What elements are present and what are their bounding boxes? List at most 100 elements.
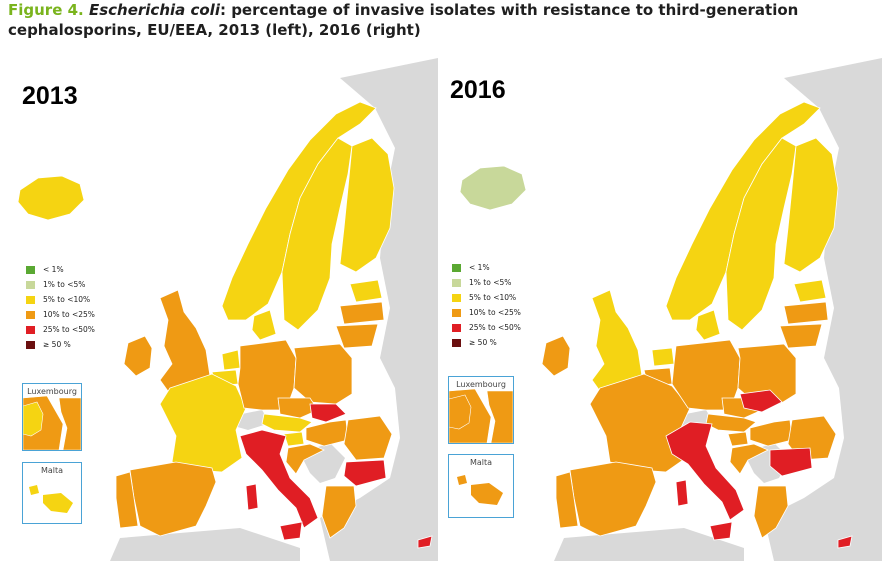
country-netherlands <box>651 347 675 367</box>
title-line1-rest: : percentage of invasive isolates with r… <box>219 1 799 19</box>
legend-row: 1% to <5% <box>26 279 95 290</box>
country-austria <box>261 413 313 433</box>
country-bulgaria <box>769 447 813 477</box>
luxembourg-shape <box>449 388 513 443</box>
legend-row: 10% to <25% <box>26 309 95 320</box>
inset-label-malta: Malta <box>40 466 64 475</box>
country-latvia <box>339 301 385 325</box>
inset-malta-2016: Malta <box>448 454 514 518</box>
country-lithuania <box>779 323 823 349</box>
europe-map-2016 <box>459 58 882 561</box>
legend-row: 5% to <10% <box>452 292 521 303</box>
legend-row: ≥ 50 % <box>26 339 95 350</box>
country-italy-sicily <box>709 521 733 541</box>
legend-swatch <box>26 310 35 319</box>
legend-label: ≥ 50 % <box>469 338 497 347</box>
country-slovakia <box>739 389 783 413</box>
legend-swatch <box>452 293 461 302</box>
year-label-2016: 2016 <box>450 76 506 104</box>
country-spain <box>569 461 657 537</box>
country-finland <box>339 137 395 273</box>
legend-label: 10% to <25% <box>469 308 521 317</box>
country-estonia <box>793 279 827 303</box>
country-estonia <box>349 279 383 303</box>
country-germany <box>237 339 297 411</box>
country-croatia <box>285 443 325 475</box>
inset-luxembourg-2013: Luxembourg <box>22 383 82 451</box>
legend-row: 25% to <50% <box>26 324 95 335</box>
country-croatia <box>729 443 769 475</box>
country-slovenia <box>727 431 749 447</box>
country-czechia <box>277 397 319 419</box>
legend-swatch <box>452 263 461 272</box>
country-ireland <box>123 335 153 377</box>
country-denmark <box>695 309 721 341</box>
map-panel-2013: 2013 < 1% 1% to <5% 5% to <10% 10% to <2… <box>0 58 438 561</box>
non-eu-land-africa <box>554 528 744 561</box>
country-lithuania <box>335 323 379 349</box>
legend-swatch <box>452 323 461 332</box>
non-eu-land <box>320 58 438 561</box>
country-portugal <box>115 471 139 529</box>
title-line2: cephalosporins, EU/EEA, 2013 (left), 201… <box>8 21 421 39</box>
malta-shape <box>457 475 503 505</box>
species-name: Escherichia coli <box>88 1 220 19</box>
country-hungary <box>749 419 793 447</box>
malta-shape <box>29 485 73 513</box>
europe-map-2013 <box>17 58 438 561</box>
country-austria <box>705 413 757 433</box>
country-poland <box>293 343 353 405</box>
country-sweden <box>281 137 353 331</box>
country-france <box>589 373 691 473</box>
legend-row: 1% to <5% <box>452 277 521 288</box>
legend-2013: < 1% 1% to <5% 5% to <10% 10% to <25% 25… <box>26 264 95 354</box>
legend-swatch <box>26 265 35 274</box>
legend-swatch <box>26 280 35 289</box>
figure-title: Figure 4. Escherichia coli: percentage o… <box>8 0 868 40</box>
legend-label: 25% to <50% <box>43 325 95 334</box>
legend-label: 5% to <10% <box>43 295 91 304</box>
figure-label: Figure 4. <box>8 1 84 19</box>
country-italy <box>665 421 745 521</box>
country-hungary <box>305 419 349 447</box>
country-iceland <box>459 165 527 211</box>
country-italy-sicily <box>279 521 303 541</box>
inset-label-luxembourg: Luxembourg <box>456 380 506 389</box>
legend-swatch <box>26 340 35 349</box>
country-italy <box>239 429 319 529</box>
legend-label: < 1% <box>469 263 490 272</box>
country-cyprus <box>837 535 853 549</box>
country-norway <box>665 101 821 321</box>
inset-luxembourg-2016: Luxembourg <box>448 376 514 444</box>
country-ireland <box>541 335 571 377</box>
country-slovakia <box>309 403 347 423</box>
legend-row: < 1% <box>26 264 95 275</box>
inset-label-malta: Malta <box>469 458 493 467</box>
country-latvia <box>783 301 829 325</box>
country-romania <box>343 415 393 461</box>
legend-swatch <box>26 325 35 334</box>
legend-swatch <box>26 295 35 304</box>
luxembourg-shape <box>23 395 81 450</box>
country-italy-sardinia <box>675 479 689 507</box>
legend-label: 1% to <5% <box>469 278 512 287</box>
legend-row: 25% to <50% <box>452 322 521 333</box>
non-eu-land <box>764 58 882 561</box>
legend-swatch <box>452 338 461 347</box>
country-cyprus <box>417 535 433 549</box>
year-label-2013: 2013 <box>22 82 78 110</box>
legend-label: 1% to <5% <box>43 280 86 289</box>
inset-label-luxembourg: Luxembourg <box>27 387 77 396</box>
legend-row: < 1% <box>452 262 521 273</box>
country-slovenia <box>283 431 305 447</box>
inset-malta-2013: Malta <box>22 462 82 524</box>
legend-label: 10% to <25% <box>43 310 95 319</box>
country-norway <box>221 101 377 321</box>
legend-label: 5% to <10% <box>469 293 517 302</box>
country-iceland <box>17 175 85 221</box>
country-portugal <box>555 471 579 529</box>
country-spain <box>129 461 217 537</box>
country-poland <box>737 343 797 405</box>
legend-row: 5% to <10% <box>26 294 95 305</box>
legend-swatch <box>452 308 461 317</box>
